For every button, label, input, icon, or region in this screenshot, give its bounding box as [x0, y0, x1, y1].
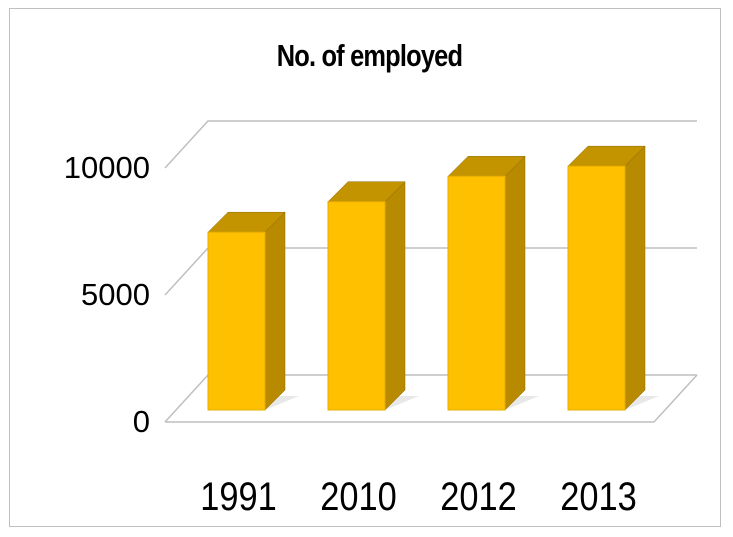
x-axis-category-labels: 1991 2010 2012 2013	[200, 474, 637, 519]
x-category-label: 2012	[440, 474, 517, 519]
y-axis-tick-labels: 0 5000 10000	[64, 150, 150, 439]
x-category-label: 1991	[200, 474, 277, 519]
gridline-2	[164, 120, 697, 169]
bar-side-face	[264, 211, 286, 411]
chart-title: No. of employed	[276, 38, 463, 73]
bar-side-face	[504, 155, 526, 411]
y-tick-label: 0	[133, 404, 150, 439]
y-tick-label: 5000	[81, 277, 150, 312]
bar	[207, 231, 266, 411]
y-tick-label: 10000	[64, 150, 150, 185]
bar	[567, 165, 626, 411]
bar	[447, 175, 506, 411]
x-category-label: 2010	[320, 474, 397, 519]
x-category-label: 2013	[560, 474, 637, 519]
bar	[327, 201, 386, 411]
bar-side-face	[384, 181, 406, 411]
floor-right-edge	[653, 374, 698, 423]
bar-side-face	[624, 145, 646, 411]
bars	[207, 145, 646, 411]
